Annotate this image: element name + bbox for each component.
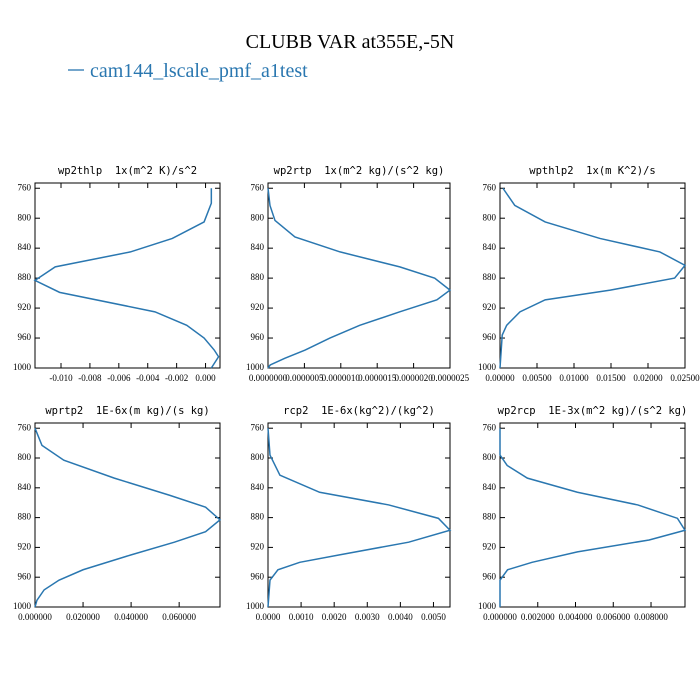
y-tick-label: 800 <box>483 212 497 222</box>
profile-line <box>499 187 687 369</box>
y-tick-label: 920 <box>483 302 497 312</box>
plot-title: wp2rtp 1x(m^2 kg)/(s^2 kg) <box>274 165 445 177</box>
y-tick-label: 960 <box>18 332 32 342</box>
y-tick-label: 1000 <box>246 601 265 611</box>
x-tick-label: 0.0000020 <box>394 373 433 383</box>
y-tick-label: 800 <box>251 212 265 222</box>
y-tick-label: 920 <box>483 541 497 551</box>
profile-line <box>34 427 222 608</box>
y-tick-label: 760 <box>251 182 265 192</box>
y-tick-label: 1000 <box>478 601 497 611</box>
y-tick-label: 760 <box>483 422 497 432</box>
plot-frame <box>34 422 221 608</box>
x-tick-label: 0.000000 <box>18 612 52 622</box>
y-tick-label: 880 <box>251 272 265 282</box>
y-tick-label: 840 <box>251 242 265 252</box>
y-tick-label: 840 <box>251 482 265 492</box>
y-tick-label: 920 <box>18 541 32 551</box>
x-tick-label: 0.0000005 <box>285 373 324 383</box>
plot-title: wpthlp2 1x(m K^2)/s <box>529 165 655 177</box>
profile-line <box>499 428 687 607</box>
x-tick-label: 0.0000015 <box>358 373 397 383</box>
x-tick-label: 0.02000 <box>633 373 663 383</box>
x-tick-label: 0.008000 <box>634 612 668 622</box>
plot-title: wp2rcp 1E-3x(m^2 kg)/(s^2 kg) <box>498 405 688 417</box>
y-tick-label: 840 <box>483 482 497 492</box>
profile-line <box>33 188 220 369</box>
x-tick-label: 0.0000000 <box>249 373 288 383</box>
y-tick-label: 1000 <box>246 362 265 372</box>
x-tick-label: 0.000 <box>195 373 216 383</box>
x-tick-label: 0.0020 <box>322 612 347 622</box>
y-tick-label: 840 <box>483 242 497 252</box>
x-tick-label: 0.020000 <box>66 612 100 622</box>
x-tick-label: 0.0030 <box>355 612 380 622</box>
x-tick-label: 0.0050 <box>421 612 446 622</box>
x-tick-label: -0.008 <box>78 373 102 383</box>
y-tick-label: 840 <box>18 482 32 492</box>
x-tick-label: 0.02500 <box>670 373 700 383</box>
plot-title: rcp2 1E-6x(kg^2)/(kg^2) <box>283 405 435 417</box>
y-tick-label: 760 <box>18 182 32 192</box>
plot-frame <box>267 422 451 608</box>
x-tick-label: 0.0010 <box>289 612 314 622</box>
plot-frame <box>499 422 686 608</box>
y-tick-label: 960 <box>251 332 265 342</box>
plot-title: wprtp2 1E-6x(m kg)/(s kg) <box>45 405 209 417</box>
y-tick-label: 960 <box>483 332 497 342</box>
y-tick-label: 1000 <box>13 601 32 611</box>
y-tick-label: 960 <box>18 571 32 581</box>
y-tick-label: 760 <box>251 422 265 432</box>
x-tick-label: 0.0000010 <box>322 373 361 383</box>
plot-frame <box>34 182 221 369</box>
y-tick-label: 880 <box>483 512 497 522</box>
y-tick-label: 760 <box>18 422 32 432</box>
x-tick-label: 0.006000 <box>596 612 630 622</box>
x-tick-label: 0.060000 <box>162 612 196 622</box>
x-tick-label: -0.006 <box>107 373 131 383</box>
y-tick-label: 960 <box>483 571 497 581</box>
x-tick-label: -0.010 <box>49 373 73 383</box>
y-tick-label: 920 <box>251 302 265 312</box>
x-tick-label: 0.0000025 <box>431 373 470 383</box>
x-tick-label: 0.0000 <box>256 612 281 622</box>
y-tick-label: 880 <box>251 512 265 522</box>
y-tick-label: 800 <box>483 452 497 462</box>
legend-label: cam144_lscale_pmf_a1test <box>90 60 308 82</box>
x-tick-label: 0.000000 <box>483 612 517 622</box>
figure-title: CLUBB VAR at355E,-5N <box>246 31 455 53</box>
y-tick-label: 880 <box>18 272 32 282</box>
y-tick-label: 880 <box>18 512 32 522</box>
x-tick-label: 0.01500 <box>596 373 626 383</box>
y-tick-label: 920 <box>18 302 32 312</box>
plot-title: wp2thlp 1x(m^2 K)/s^2 <box>58 165 197 177</box>
x-tick-label: 0.00500 <box>522 373 552 383</box>
plot-frame <box>499 182 686 369</box>
y-tick-label: 1000 <box>478 362 497 372</box>
x-tick-label: -0.004 <box>136 373 160 383</box>
x-tick-label: 0.002000 <box>521 612 555 622</box>
x-tick-label: 0.040000 <box>114 612 148 622</box>
x-tick-label: 0.0040 <box>388 612 413 622</box>
y-tick-label: 800 <box>18 452 32 462</box>
y-tick-label: 1000 <box>13 362 32 372</box>
y-tick-label: 800 <box>18 212 32 222</box>
y-tick-label: 760 <box>483 182 497 192</box>
profile-line <box>267 428 452 608</box>
y-tick-label: 800 <box>251 452 265 462</box>
y-tick-label: 840 <box>18 242 32 252</box>
x-tick-label: 0.01000 <box>559 373 589 383</box>
plot-frame <box>267 182 451 369</box>
x-tick-label: 0.00000 <box>485 373 515 383</box>
x-tick-label: 0.004000 <box>559 612 593 622</box>
y-tick-label: 960 <box>251 571 265 581</box>
y-tick-label: 920 <box>251 541 265 551</box>
y-tick-label: 880 <box>483 272 497 282</box>
x-tick-label: -0.002 <box>165 373 188 383</box>
profile-line <box>267 188 452 369</box>
